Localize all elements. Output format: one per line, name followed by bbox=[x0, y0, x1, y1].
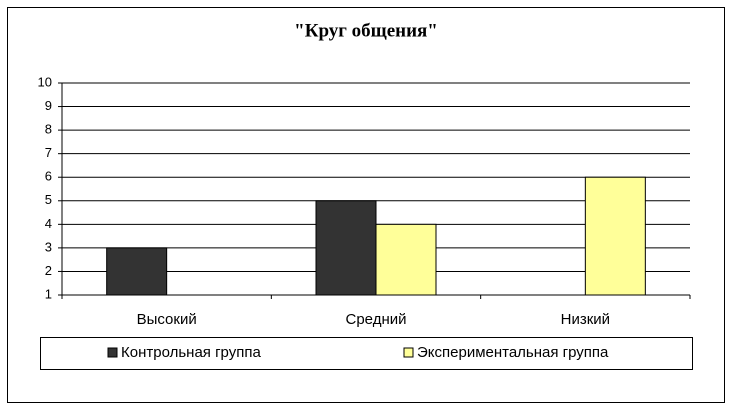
bar bbox=[375, 223, 437, 296]
x-tick-label: Высокий bbox=[137, 311, 197, 328]
y-tick-label: 3 bbox=[45, 239, 52, 254]
y-tick-label: 9 bbox=[45, 98, 52, 113]
y-tick-label: 4 bbox=[45, 216, 52, 231]
y-tick-label: 1 bbox=[45, 286, 52, 301]
legend-box bbox=[40, 337, 693, 370]
chart-title: "Круг общения" bbox=[294, 20, 438, 41]
legend-swatch bbox=[107, 347, 118, 358]
legend-label: Экспериментальная группа bbox=[417, 344, 609, 361]
y-tick-label: 8 bbox=[45, 122, 52, 137]
y-tick-label: 2 bbox=[45, 263, 52, 278]
legend-label: Контрольная группа bbox=[121, 344, 261, 361]
y-tick-label: 6 bbox=[45, 169, 52, 184]
y-tick-label: 7 bbox=[45, 145, 52, 160]
y-tick-label: 5 bbox=[45, 192, 52, 207]
y-tick-label: 10 bbox=[38, 74, 52, 89]
bar bbox=[315, 200, 377, 296]
bar bbox=[106, 247, 168, 296]
x-tick-label: Низкий bbox=[561, 311, 610, 328]
x-tick-label: Средний bbox=[346, 311, 407, 328]
bar bbox=[584, 176, 646, 296]
legend-swatch bbox=[403, 347, 414, 358]
